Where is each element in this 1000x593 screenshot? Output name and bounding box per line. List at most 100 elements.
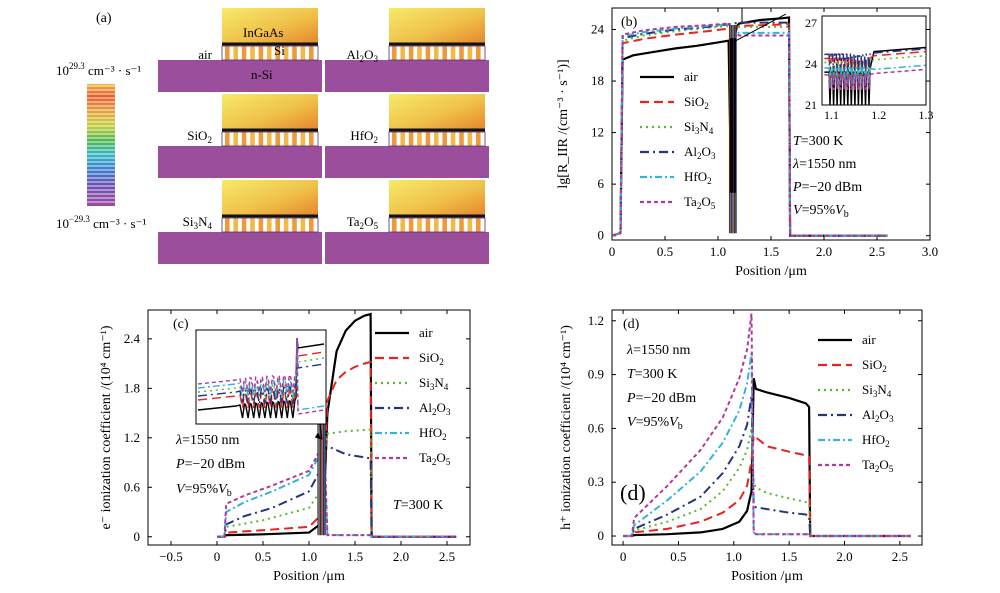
legend-label-SiO2-main: SiO xyxy=(862,357,882,372)
annotation: T=300 K xyxy=(793,134,843,149)
legend-label-Al2O3-sub: 2 xyxy=(432,407,437,417)
series-line-Ta2O5 xyxy=(217,421,457,538)
si-pillar xyxy=(300,218,306,232)
annotation-sub: b xyxy=(678,421,683,432)
colorbar-bottom-base: 10 xyxy=(56,216,69,231)
y-tick-label: 1.8 xyxy=(124,380,140,395)
legend-label-Si3N4: Si3N4 xyxy=(862,382,892,399)
si-pillar xyxy=(442,218,447,232)
si-pillar xyxy=(459,132,464,146)
device-label-Si3N4-sub: 4 xyxy=(207,221,212,231)
ingaas-layer xyxy=(389,8,485,44)
device-label-Ta2O5-sub: 2 xyxy=(360,221,365,231)
legend-label-Si3N4-sub: 4 xyxy=(887,389,892,399)
si-layer-outline xyxy=(388,45,486,61)
si-pillar xyxy=(283,46,289,60)
legend-label-Si3N4-main: N xyxy=(699,119,709,134)
substrate-layer xyxy=(325,232,489,264)
legend-label-Ta2O5-main: Ta xyxy=(684,194,697,209)
series-line-HfO2 xyxy=(623,352,911,537)
legend-label-Ta2O5-main: Ta xyxy=(419,450,432,465)
annotation-symbol: V xyxy=(176,482,186,497)
device-label-Si3N4-sub: 3 xyxy=(194,221,199,231)
annotation-symbol: P xyxy=(175,457,185,472)
device-label-SiO2-sub: 2 xyxy=(207,135,212,145)
x-tick-label: 0 xyxy=(620,549,627,564)
si-pillar xyxy=(459,218,464,232)
y-tick-label: 2.4 xyxy=(124,331,141,346)
legend-label-air-main: air xyxy=(684,69,698,84)
x-axis-label: Position /μm xyxy=(273,569,345,584)
panel-label: (c) xyxy=(173,317,189,332)
layer-label-ingaas: InGaAs xyxy=(243,25,283,40)
device-label-Si3N4-main: Si xyxy=(183,214,194,229)
panel-c: −0.5 0 0.5 1.0 1.5 2.0 2.5 0 0.6 1.2 1.8 2.4 Positio… xyxy=(99,309,471,584)
legend-label-SiO2: SiO2 xyxy=(684,94,709,111)
inset-c xyxy=(195,329,327,440)
x-tick-label: 1.0 xyxy=(710,244,726,259)
colorbar-top-label: 1029.3 cm⁻³ · s⁻¹ xyxy=(56,61,141,78)
ingaas-layer xyxy=(222,94,318,130)
panel-label: (d) xyxy=(623,317,640,332)
y-axis-label: h⁺ ionization coefficient /(10⁴ cm⁻¹) xyxy=(559,325,574,530)
si-layer-outline xyxy=(221,45,319,61)
si-pillar xyxy=(241,46,247,60)
x-tick-label: 1.0 xyxy=(726,549,742,564)
si-pillar xyxy=(300,132,306,146)
legend-label-Al2O3-main: O xyxy=(880,407,889,422)
inset-series-air xyxy=(197,337,325,419)
annotation-value: =95% xyxy=(802,203,836,218)
si-pillar xyxy=(450,46,456,60)
x-tick-label: 0.5 xyxy=(657,244,673,259)
y-tick-label: 0 xyxy=(598,528,605,543)
legend-label-Si3N4: Si3N4 xyxy=(684,119,714,136)
annotation-symbol: P xyxy=(792,180,802,195)
legend-label-air-main: air xyxy=(419,325,433,340)
y-tick-label: 0.6 xyxy=(588,420,605,435)
series-line-Si3N4 xyxy=(623,428,911,537)
x-tick-label: 0 xyxy=(214,549,221,564)
legend-label-HfO2-sub: 2 xyxy=(707,176,712,186)
series-line-Ta2O5 xyxy=(612,22,888,237)
inset-x-tick-label: 1.3 xyxy=(919,108,934,122)
si-pillar xyxy=(400,218,405,232)
y-tick-label: 24 xyxy=(591,21,605,36)
device-HfO2: HfO2 xyxy=(325,94,489,178)
annotation-value: =1550 nm xyxy=(633,343,690,358)
annotation: P=−20 dBm xyxy=(175,457,245,472)
si-pillar xyxy=(434,132,439,146)
series-line-air xyxy=(623,377,911,538)
legend-label-Al2O3: Al2O3 xyxy=(862,407,894,424)
legend-label-HfO2-main: HfO xyxy=(684,169,707,184)
legend-label-Si3N4-sub: 3 xyxy=(873,389,878,399)
si-pillar xyxy=(309,218,314,232)
legend-label-Al2O3-sub: 3 xyxy=(711,151,716,161)
inset-series-Ta2O5 xyxy=(824,68,927,90)
annotation-symbol: V xyxy=(793,203,803,218)
legend-label-HfO2-main: HfO xyxy=(419,425,442,440)
panel-a: (a) 1029.3 cm⁻³ · s⁻¹ 10−29.3 cm⁻³ · s⁻¹… xyxy=(56,8,489,264)
device-label-HfO2-sub: 2 xyxy=(373,135,378,145)
series-line-Ta2O5 xyxy=(623,313,911,537)
si-pillar xyxy=(225,218,230,232)
annotation-symbol: V xyxy=(627,415,637,430)
si-pillar xyxy=(250,132,255,146)
si-pillar xyxy=(400,132,405,146)
colorbar: 1029.3 cm⁻³ · s⁻¹ 10−29.3 cm⁻³ · s⁻¹ xyxy=(56,61,146,231)
inset-series-Ta2O5 xyxy=(197,337,325,415)
legend-label-Si3N4-sub: 3 xyxy=(695,126,700,136)
legend-label-Ta2O5-sub: 2 xyxy=(875,464,880,474)
annotation-symbol: λ xyxy=(792,157,799,172)
si-pillar xyxy=(408,132,414,146)
device-label-air-main: air xyxy=(198,47,212,62)
si-pillar xyxy=(425,132,431,146)
panel-label-inner: (d) xyxy=(620,480,646,505)
annotation: V=95%Vb xyxy=(176,482,232,499)
device-label-air: air xyxy=(198,47,212,62)
legend-label-air-main: air xyxy=(862,332,876,347)
legend-label-Si3N4-sub: 3 xyxy=(430,382,435,392)
x-tick-label: 2.5 xyxy=(869,244,885,259)
